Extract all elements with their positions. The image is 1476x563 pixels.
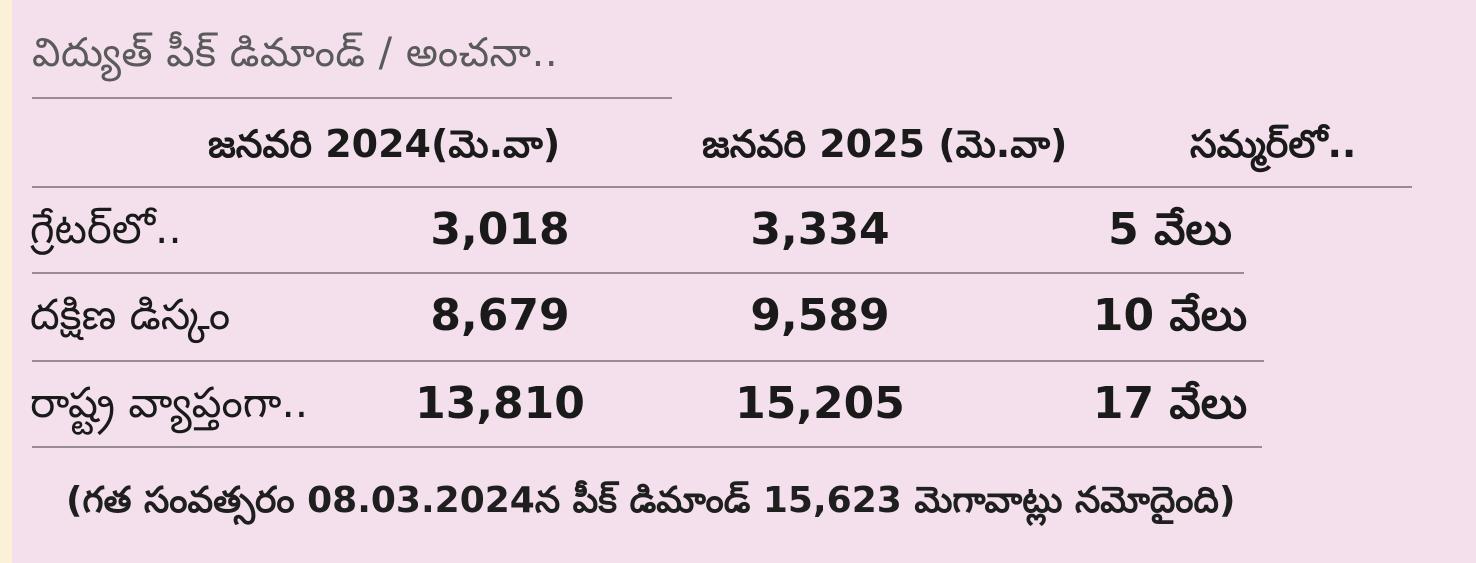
row-divider-3 (32, 446, 1262, 448)
footnote: (గత సంవత్సరం 08.03.2024న పీక్ డిమాండ్ 15… (66, 480, 1236, 521)
row-label-southern-discom: దక్షిణ డిస్కం (30, 290, 231, 339)
header-divider (32, 186, 1412, 188)
cell-greater-jan2025: 3,334 (750, 204, 890, 255)
row-label-greater: గ్రేటర్‌లో.. (30, 204, 182, 253)
row-divider-2 (32, 360, 1264, 362)
cell-southern-discom-jan2024: 8,679 (430, 290, 570, 341)
cell-southern-discom-summer: 10 వేలు (1092, 290, 1248, 341)
left-margin-strip (0, 0, 12, 563)
cell-southern-discom-jan2025: 9,589 (750, 290, 890, 341)
cell-greater-summer: 5 వేలు (1108, 204, 1232, 255)
table-title: విద్యుత్ పీక్ డిమాండ్ / అంచనా.. (32, 30, 559, 76)
cell-statewide-summer: 17 వేలు (1092, 378, 1248, 429)
title-divider (32, 97, 672, 99)
column-header-summer: సమ్మర్‌లో.. (1190, 122, 1357, 166)
row-divider-1 (32, 272, 1244, 274)
column-header-jan-2024: జనవరి 2024(మె.వా) (208, 122, 561, 166)
cell-statewide-jan2024: 13,810 (415, 378, 585, 429)
column-header-jan-2025: జనవరి 2025 (మె.వా) (702, 122, 1068, 166)
cell-statewide-jan2025: 15,205 (735, 378, 905, 429)
row-label-statewide: రాష్ట్ర వ్యాప్తంగా.. (30, 378, 309, 427)
cell-greater-jan2024: 3,018 (430, 204, 570, 255)
